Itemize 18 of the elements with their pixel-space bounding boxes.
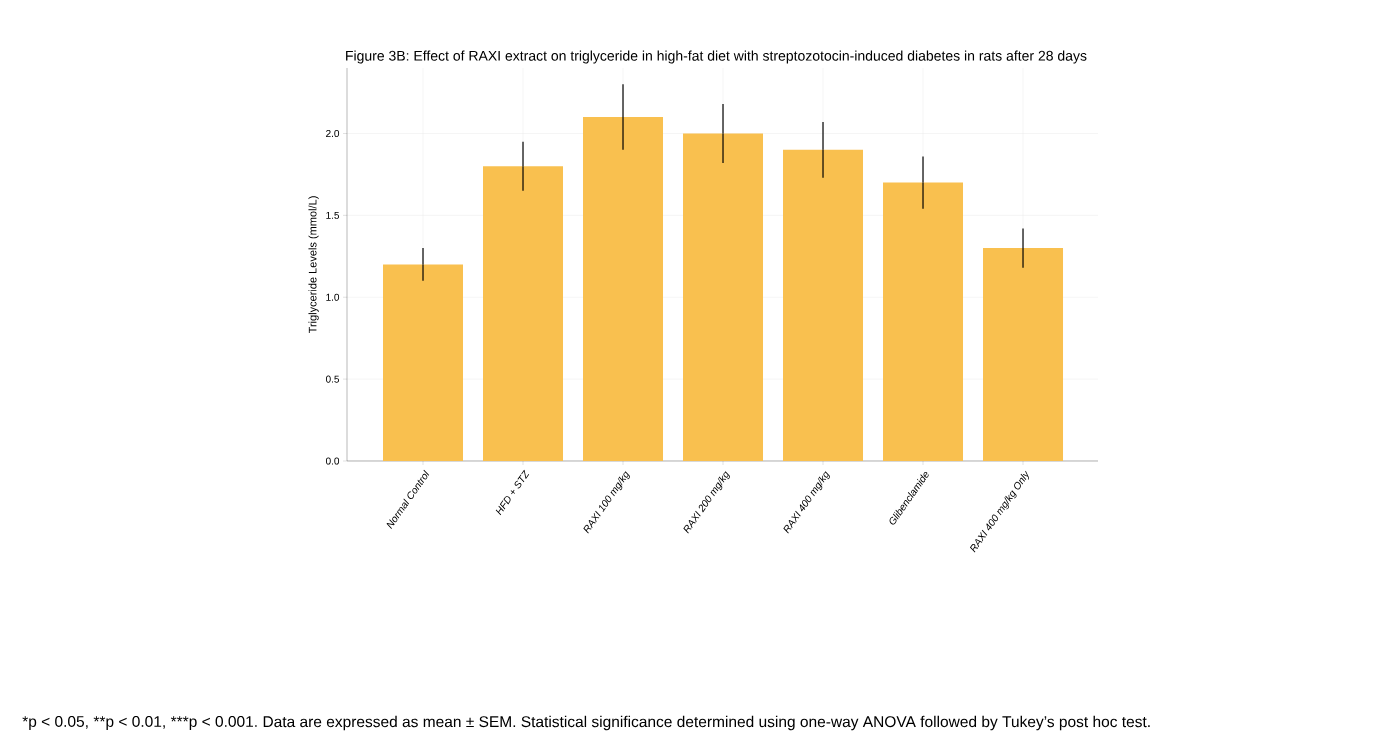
- bar: [883, 182, 964, 461]
- y-axis-title: Triglyceride Levels (mmol/L): [308, 196, 319, 334]
- y-tick-label: 0.0: [325, 457, 340, 465]
- chart-title: Figure 3B: Effect of RAXI extract on triglyceride in high-fat diet with streptozotocin-induced diabetes in rats after 28 days: [346, 50, 1087, 64]
- text: Data are expressed as mean ± SEM. Statistical significance determined using one-way ANOVA followed by Tukey’s post hoc test.: [263, 715, 1150, 731]
- y-tick-label: 1.5: [326, 211, 340, 219]
- y-tick-label: 2.0: [326, 129, 340, 138]
- y-tick-label: 0.5: [325, 375, 340, 383]
- bar: [783, 149, 864, 461]
- text: ***p < 0.001.: [170, 715, 257, 731]
- bar: [583, 117, 664, 461]
- text: *p < 0.05,: [22, 715, 88, 731]
- y-tick-label: 1.0: [326, 293, 340, 301]
- bar: [483, 166, 564, 461]
- text: **p < 0.01,: [93, 715, 165, 731]
- bar: [983, 248, 1064, 461]
- bar: [683, 133, 764, 461]
- bar: [383, 264, 464, 461]
